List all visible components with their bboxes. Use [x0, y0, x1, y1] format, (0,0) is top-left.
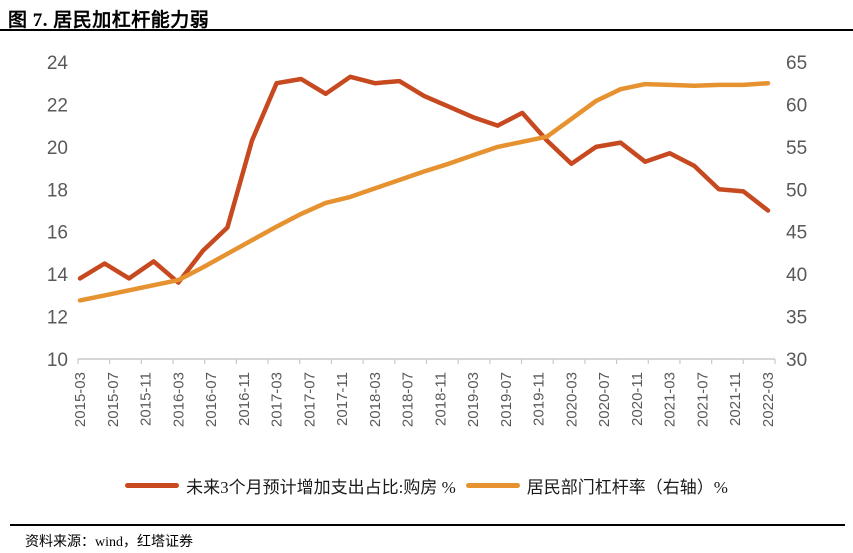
svg-text:2017-03: 2017-03 [269, 372, 286, 427]
svg-text:2021-03: 2021-03 [662, 372, 679, 427]
source-text: 资料来源：wind，红塔证券 [25, 535, 193, 550]
svg-text:2017-07: 2017-07 [301, 372, 318, 427]
svg-text:22: 22 [47, 95, 68, 116]
svg-text:14: 14 [47, 265, 69, 286]
svg-text:2020-07: 2020-07 [596, 372, 613, 427]
svg-text:2020-11: 2020-11 [629, 372, 646, 426]
svg-text:55: 55 [786, 138, 807, 159]
svg-text:10: 10 [47, 350, 68, 371]
legend-label: 未来3个月预计增加支出占比:购房 % [186, 478, 456, 497]
svg-text:2018-03: 2018-03 [367, 372, 384, 427]
svg-text:2015-03: 2015-03 [72, 372, 89, 427]
x-axis: 2015-03 2015-07 2015-11 2016-03 2016-07 2016-… [72, 358, 777, 427]
y-axis-left-labels: 10 12 14 16 18 20 22 24 [47, 53, 69, 371]
svg-text:16: 16 [47, 223, 68, 244]
svg-text:2021-11: 2021-11 [727, 372, 744, 426]
svg-text:2020-03: 2020-03 [563, 372, 580, 427]
legend-line-swatch-orange [465, 483, 520, 488]
svg-text:2018-11: 2018-11 [432, 372, 449, 426]
legend-label: 居民部门杠杆率（右轴）% [526, 478, 728, 497]
y-axis-right-labels: 30 35 40 45 50 55 60 65 [786, 53, 807, 371]
source-note: 资料来源：wind，红塔证券 [10, 524, 845, 551]
svg-text:35: 35 [786, 308, 807, 329]
svg-text:2015-11: 2015-11 [138, 372, 155, 426]
svg-text:2021-07: 2021-07 [694, 372, 711, 427]
svg-text:2016-07: 2016-07 [203, 372, 220, 427]
svg-text:2017-11: 2017-11 [334, 372, 351, 426]
svg-text:40: 40 [786, 265, 807, 286]
legend-item-spending: 未来3个月预计增加支出占比:购房 % [125, 473, 456, 498]
line-chart: 2015-03 2015-07 2015-11 2016-03 2016-07 2016-… [47, 53, 807, 427]
svg-text:2016-03: 2016-03 [170, 372, 187, 427]
svg-text:20: 20 [47, 138, 68, 159]
svg-text:18: 18 [47, 180, 68, 201]
svg-text:2022-03: 2022-03 [760, 372, 777, 427]
series-lines [77, 74, 771, 303]
chart-legend: 未来3个月预计增加支出占比:购房 % 居民部门杠杆率（右轴）% [0, 473, 853, 498]
legend-item-leverage: 居民部门杠杆率（右轴）% [465, 473, 728, 498]
svg-text:2018-07: 2018-07 [400, 372, 417, 427]
svg-text:45: 45 [786, 223, 807, 244]
svg-text:50: 50 [786, 180, 807, 201]
svg-text:2015-07: 2015-07 [105, 372, 122, 427]
svg-text:65: 65 [786, 53, 807, 74]
svg-text:30: 30 [786, 350, 807, 371]
svg-text:2019-07: 2019-07 [498, 372, 515, 427]
svg-text:60: 60 [786, 95, 807, 116]
svg-text:2019-11: 2019-11 [531, 372, 548, 426]
svg-text:12: 12 [47, 308, 68, 329]
svg-text:24: 24 [47, 53, 69, 74]
figure-title-bar: 图 7. 居民加杠杆能力弱 [0, 0, 853, 31]
svg-text:2019-03: 2019-03 [465, 372, 482, 427]
svg-text:2016-11: 2016-11 [236, 372, 253, 426]
figure-title: 图 7. 居民加杠杆能力弱 [8, 10, 210, 31]
legend-line-swatch-red [125, 483, 180, 488]
